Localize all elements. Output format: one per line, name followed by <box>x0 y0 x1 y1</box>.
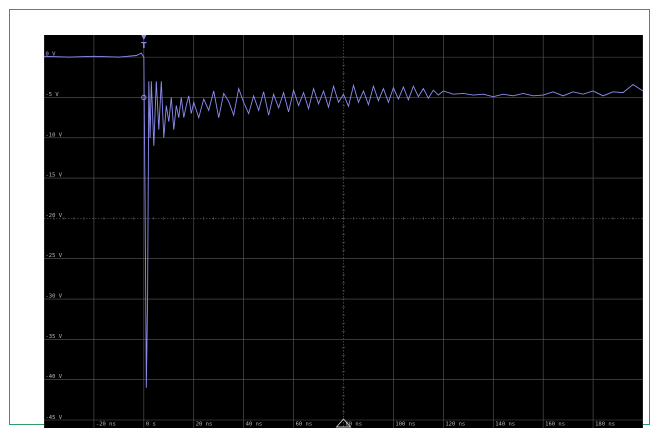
x-tick-label: 40 ns <box>246 422 263 428</box>
oscilloscope-screen: 0 V -5 V -10 V -15 V -20 V -25 V -30 V -35 V -40… <box>44 35 643 428</box>
x-tick-label: 140 ns <box>495 422 515 428</box>
x-tick-label: 120 ns <box>445 422 465 428</box>
x-tick-label: 100 ns <box>395 422 415 428</box>
y-tick-label: -5 V <box>46 92 60 98</box>
y-tick-label: -30 V <box>46 294 63 300</box>
tick-labels: 0 V -5 V -10 V -15 V -20 V -25 V -30 V -35 V -40… <box>46 52 615 428</box>
trigger-markers: T <box>141 35 352 428</box>
waveform-trace <box>44 52 643 388</box>
y-tick-label: -45 V <box>46 415 63 421</box>
y-tick-label: -35 V <box>46 334 63 340</box>
trigger-label: T <box>141 41 147 50</box>
y-tick-label: 0 V <box>46 52 57 58</box>
waveform-plot: 0 V -5 V -10 V -15 V -20 V -25 V -30 V -35 V -40… <box>44 35 643 428</box>
graticule <box>44 35 643 428</box>
x-tick-label: 180 ns <box>595 422 615 428</box>
x-tick-label: -20 ns <box>96 422 116 428</box>
figure-frame: 0 V -5 V -10 V -15 V -20 V -25 V -30 V -35 V -40… <box>9 9 650 428</box>
y-tick-label: -15 V <box>46 173 63 179</box>
x-tick-label: 20 ns <box>196 422 213 428</box>
y-tick-label: -25 V <box>46 253 63 259</box>
trigger-level-marker <box>141 94 147 101</box>
y-tick-label: -10 V <box>46 132 63 138</box>
x-tick-label: 160 ns <box>545 422 565 428</box>
x-tick-label: 60 ns <box>296 422 313 428</box>
x-tick-label: 80 ns <box>346 422 363 428</box>
y-tick-label: -40 V <box>46 374 63 380</box>
horizontal-position-marker <box>335 418 352 428</box>
x-tick-label: 0 s <box>146 422 156 428</box>
y-tick-label: -20 V <box>46 213 63 219</box>
trigger-position-arrow <box>141 35 147 40</box>
